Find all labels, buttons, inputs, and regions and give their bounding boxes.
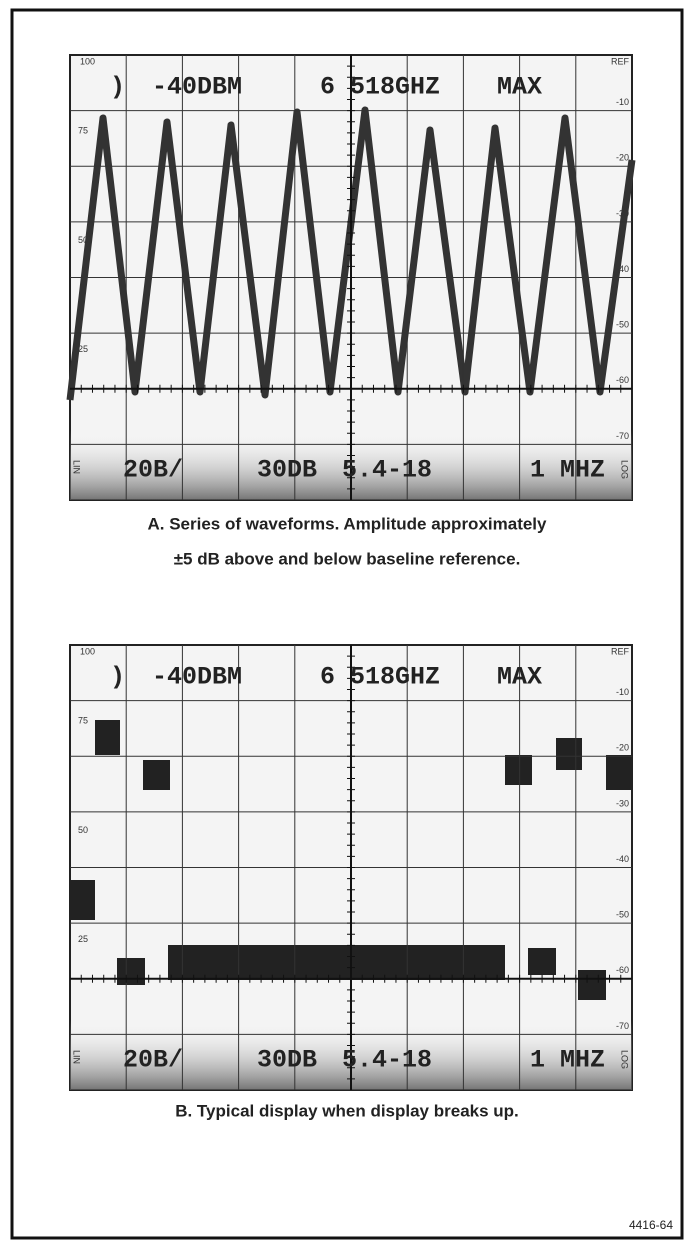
scale-label: -10 <box>616 97 629 107</box>
scale-label: REF <box>611 646 630 656</box>
readout: ) <box>110 73 125 102</box>
readout: 5.4-18 <box>342 456 432 485</box>
scale-label: -50 <box>616 320 629 330</box>
scale-label: -10 <box>616 687 629 697</box>
readout: MAX <box>497 73 542 102</box>
caption: A. Series of waveforms. Amplitude approx… <box>148 514 548 533</box>
scale-label: -30 <box>616 208 629 218</box>
scale-label: -60 <box>616 375 629 385</box>
readout: MAX <box>497 663 542 692</box>
scale-label: 50 <box>78 825 88 835</box>
readout: 1 MHZ <box>530 1046 605 1075</box>
readout: -40DBM <box>152 663 242 692</box>
scale-label: -50 <box>616 910 629 920</box>
scale-label: -20 <box>616 153 629 163</box>
scale-label: -70 <box>616 1021 629 1031</box>
border <box>10 8 684 1240</box>
screen-a: 100 REF) -40DBM 6 518GHZ MAX 75 50 25 -10 -20 -30 -… <box>66 54 636 501</box>
scale-label: 75 <box>78 716 88 726</box>
readout: -40DBM <box>152 73 242 102</box>
vertical-label: LIN <box>72 460 82 474</box>
scale-label: -60 <box>616 965 629 975</box>
scale-label: -20 <box>616 743 629 753</box>
scale-label: -40 <box>616 854 629 864</box>
caption: B. Typical display when display breaks u… <box>175 1101 519 1120</box>
scale-label: 100 <box>80 646 95 656</box>
readout: 5.4-18 <box>342 1046 432 1075</box>
readout: 20B/ <box>123 456 183 485</box>
screen-b: 100 REF) -40DBM 6 518GHZ MAX 75 50 25 -10 -20 -30 -… <box>69 644 633 1091</box>
readout: 6 518GHZ <box>320 663 440 692</box>
scale-label: 50 <box>78 235 88 245</box>
scale-label: 75 <box>78 126 88 136</box>
waveform <box>66 106 636 401</box>
scale-label: 100 <box>80 56 95 66</box>
readout: 20B/ <box>123 1046 183 1075</box>
vertical-label: LOG <box>620 460 630 479</box>
scale-label: -30 <box>616 798 629 808</box>
broken-trace <box>70 720 632 1000</box>
readout: 1 MHZ <box>530 456 605 485</box>
vertical-label: LOG <box>620 1050 630 1069</box>
caption: ±5 dB above and below baseline reference… <box>174 549 521 568</box>
scale-label: -70 <box>616 431 629 441</box>
scale-label: -40 <box>616 264 629 274</box>
readout: 30DB <box>257 1046 317 1075</box>
scale-label: 25 <box>78 344 88 354</box>
figure-number: 4416-64 <box>629 1218 673 1232</box>
readout: ) <box>110 663 125 692</box>
scale-label: 25 <box>78 934 88 944</box>
readout: 30DB <box>257 456 317 485</box>
scale-label: REF <box>611 56 630 66</box>
vertical-label: LIN <box>72 1050 82 1064</box>
readout: 6 518GHZ <box>320 73 440 102</box>
